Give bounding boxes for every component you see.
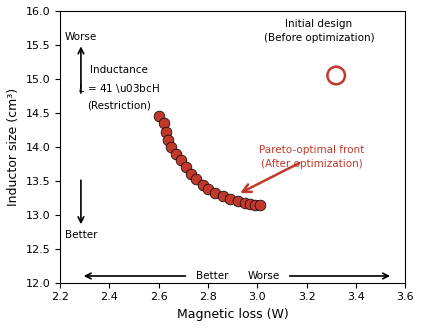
- Point: [155, 114, 162, 119]
- Point: [242, 201, 248, 206]
- Text: (Restriction): (Restriction): [87, 101, 151, 111]
- Point: [187, 172, 194, 177]
- Text: $L$ = 41 \u03bcH: $L$ = 41 \u03bcH: [78, 82, 160, 95]
- Text: Inductance: Inductance: [90, 65, 148, 75]
- Text: (After optimization): (After optimization): [261, 159, 362, 169]
- Point: [227, 196, 234, 201]
- Text: (Before optimization): (Before optimization): [264, 33, 374, 43]
- Text: Better: Better: [196, 271, 228, 281]
- Point: [219, 193, 226, 198]
- Point: [333, 73, 340, 78]
- Point: [256, 203, 263, 208]
- Text: Pareto-optimal front: Pareto-optimal front: [259, 145, 364, 155]
- Point: [160, 120, 167, 126]
- Point: [182, 165, 189, 170]
- Text: Better: Better: [65, 230, 97, 240]
- X-axis label: Magnetic loss (W): Magnetic loss (W): [177, 308, 288, 321]
- Point: [247, 201, 253, 207]
- Point: [168, 144, 174, 150]
- Point: [173, 151, 179, 156]
- Point: [200, 182, 206, 188]
- Point: [234, 198, 241, 204]
- Point: [177, 158, 184, 163]
- Point: [192, 177, 199, 182]
- Y-axis label: Inductor size (cm³): Inductor size (cm³): [7, 88, 20, 206]
- Point: [205, 186, 211, 192]
- Point: [163, 129, 169, 134]
- Text: Worse: Worse: [65, 31, 97, 42]
- Point: [165, 137, 172, 143]
- Text: Initial design: Initial design: [285, 19, 352, 29]
- Point: [251, 202, 258, 207]
- Point: [212, 191, 219, 196]
- Text: Worse: Worse: [247, 271, 280, 281]
